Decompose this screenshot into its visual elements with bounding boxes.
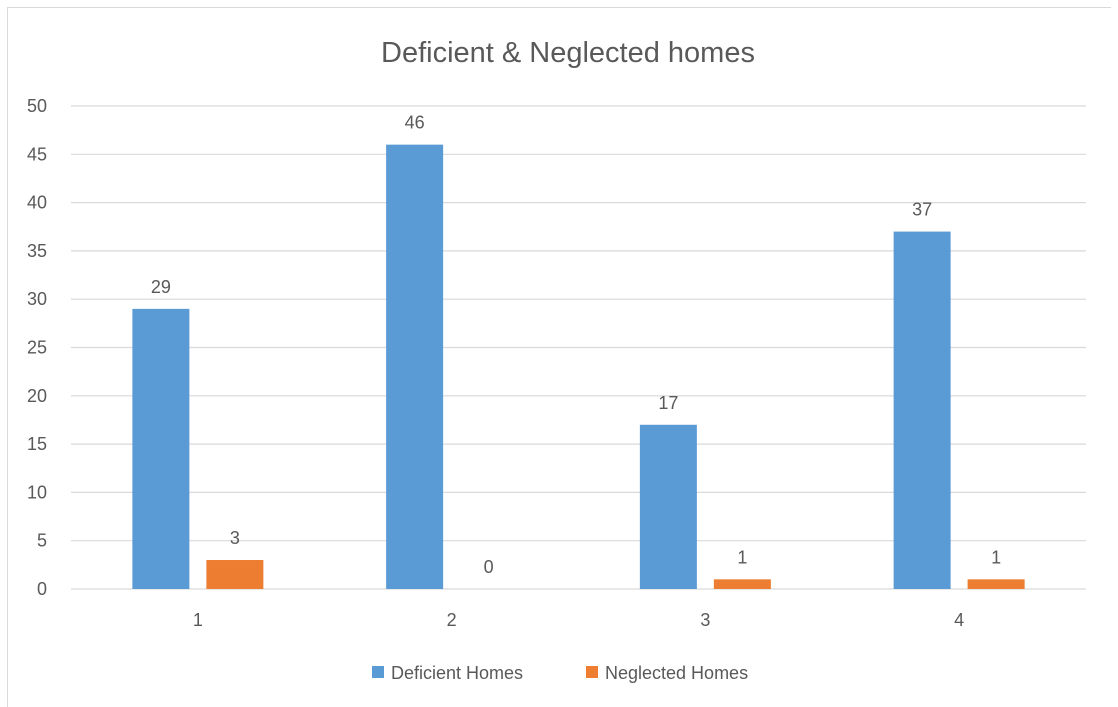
y-tick-label: 30	[27, 289, 47, 309]
y-tick-label: 5	[37, 531, 47, 551]
x-tick-label: 4	[954, 610, 964, 630]
y-tick-label: 25	[27, 338, 47, 358]
bar-deficient	[386, 144, 444, 589]
y-axis-ticks: 0 5 10 15 20 25 30 35 40 45 50	[27, 96, 47, 599]
y-tick-label: 20	[27, 386, 47, 406]
data-label: 1	[737, 547, 747, 567]
x-tick-label: 3	[700, 610, 710, 630]
data-label: 1	[991, 547, 1001, 567]
x-axis-ticks: 1 2 3 4	[193, 610, 964, 630]
data-label: 0	[484, 557, 494, 577]
data-label: 37	[912, 200, 932, 220]
bar-neglected	[967, 579, 1025, 589]
x-tick-label: 1	[193, 610, 203, 630]
bar-neglected	[713, 579, 771, 589]
y-tick-label: 40	[27, 193, 47, 213]
legend-swatch	[372, 666, 384, 678]
x-tick-label: 2	[447, 610, 457, 630]
chart-title: Deficient & Neglected homes	[381, 37, 755, 69]
legend-label: Deficient Homes	[391, 663, 523, 683]
data-label: 29	[151, 277, 171, 297]
y-tick-label: 50	[27, 96, 47, 116]
legend-swatch	[586, 666, 598, 678]
bar-deficient	[132, 308, 190, 589]
data-label: 46	[405, 113, 425, 133]
bars	[132, 144, 1025, 589]
y-tick-label: 45	[27, 144, 47, 164]
bar-neglected	[206, 560, 264, 589]
bar-deficient	[893, 231, 951, 589]
legend: Deficient Homes Neglected Homes	[372, 663, 748, 683]
legend-label: Neglected Homes	[605, 663, 748, 683]
y-tick-label: 0	[37, 579, 47, 599]
bar-deficient	[639, 424, 697, 589]
y-tick-label: 35	[27, 241, 47, 261]
y-tick-label: 15	[27, 434, 47, 454]
y-tick-label: 10	[27, 482, 47, 502]
data-label: 17	[658, 393, 678, 413]
data-labels: 29 3 46 0 17 1 37 1	[151, 113, 1001, 577]
data-label: 3	[230, 528, 240, 548]
